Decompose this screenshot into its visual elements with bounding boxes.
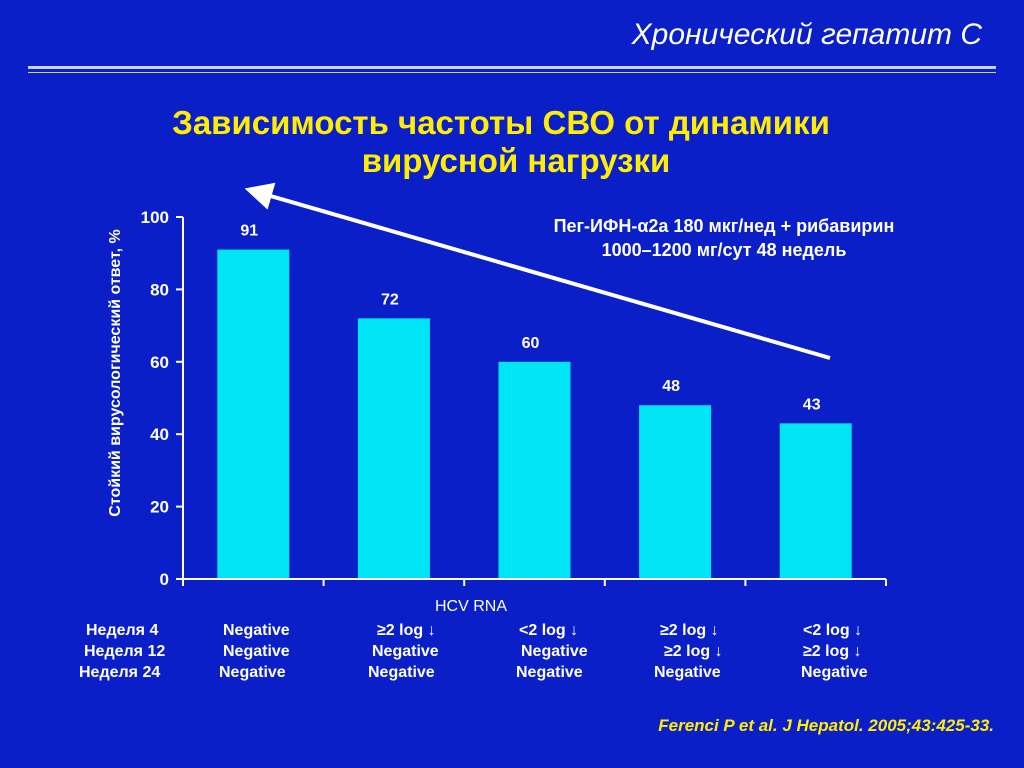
bar-value-label: 48 — [662, 378, 680, 395]
header-rule-thick — [28, 66, 996, 69]
y-tick-label: 80 — [150, 280, 169, 299]
main-title-line1: Зависимость частоты СВО от динамики — [172, 104, 830, 141]
table-cell: Negative — [223, 643, 290, 660]
y-axis-label: Стойкий вирусологический ответ, % — [107, 229, 124, 516]
y-tick-label: 100 — [141, 208, 169, 227]
table-cell: <2 log ↓ — [803, 622, 863, 639]
table-cell: Negative — [223, 622, 290, 639]
trend-arrow — [244, 182, 831, 360]
bar — [217, 249, 290, 579]
y-tick-label: 60 — [150, 353, 169, 372]
header-title: Хронический гепатит С — [631, 18, 982, 51]
regimen-note-line2: 1000–1200 мг/сут 48 недель — [602, 240, 847, 260]
bar-value-label: 91 — [240, 223, 258, 240]
table-cell: Negative — [801, 664, 868, 681]
y-tick-label: 0 — [160, 570, 169, 589]
y-tick-label: 20 — [150, 498, 169, 517]
table-cell: Negative — [219, 664, 286, 681]
row-label-week12: Неделя 12 — [84, 643, 166, 660]
header-rule-thin — [28, 72, 996, 73]
y-tick-label: 40 — [150, 425, 169, 444]
bar — [779, 423, 852, 579]
bar-value-label: 60 — [522, 335, 540, 352]
main-title: Зависимость частоты СВО от динамики виру… — [0, 104, 1024, 180]
main-title-line2: вирусной нагрузки — [361, 142, 671, 179]
regimen-note-line1: Пег-ИФН-α2а 180 мкг/нед + рибавирин — [554, 216, 895, 236]
bar — [639, 405, 712, 579]
table-cell: ≥2 log ↓ — [660, 622, 719, 639]
table-header: HCV RNA — [435, 598, 508, 615]
table-cell: ≥2 log ↓ — [377, 622, 436, 639]
row-label-week4: Неделя 4 — [86, 622, 159, 639]
table-cell: ≥2 log ↓ — [664, 643, 723, 660]
row-label-week24: Неделя 24 — [79, 664, 161, 681]
bar-value-label: 43 — [803, 396, 821, 413]
bar — [357, 318, 430, 579]
table-cell: Negative — [368, 664, 435, 681]
table-cell: <2 log ↓ — [519, 622, 579, 639]
table-cell: Negative — [516, 664, 583, 681]
bar-value-label: 72 — [381, 291, 399, 308]
table-cell: Negative — [521, 643, 588, 660]
table-cell: Negative — [654, 664, 721, 681]
citation: Ferenci P et al. J Hepatol. 2005;43:425-… — [658, 716, 994, 735]
table-cell: ≥2 log ↓ — [803, 643, 862, 660]
bar — [498, 361, 571, 579]
table-cell: Negative — [372, 643, 439, 660]
